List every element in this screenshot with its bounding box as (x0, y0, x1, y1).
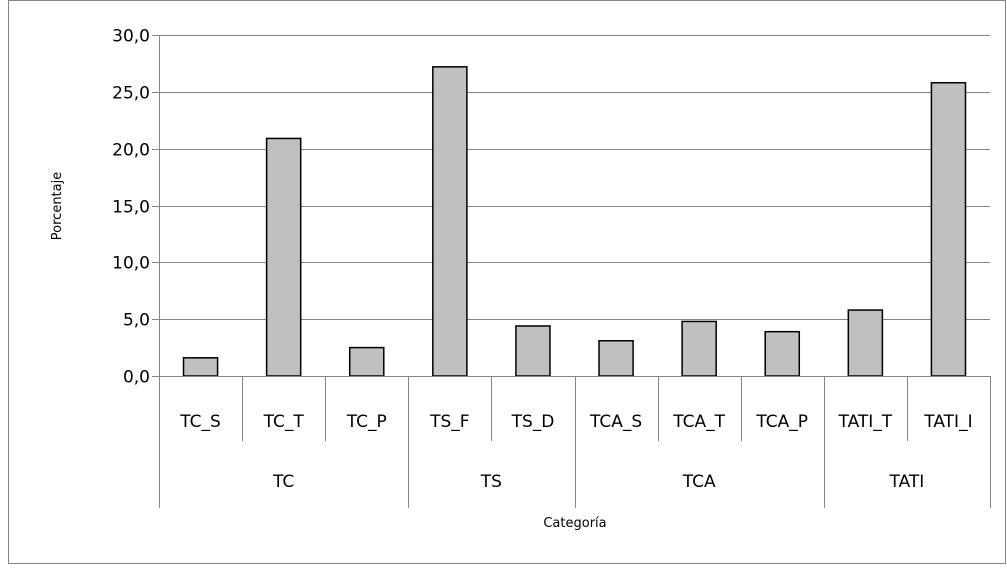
axes (152, 35, 991, 508)
x-category-label: TCA_S (589, 412, 642, 432)
y-tick-label: 30,0 (112, 27, 150, 47)
chart-border (8, 0, 1006, 564)
x-group-label: TCA (682, 472, 716, 492)
x-group-label: TATI (889, 472, 925, 492)
bar-tca-p (764, 330, 801, 377)
y-tick-labels: 0,0 5,0 10,0 15,0 20,0 25,0 30,0 (112, 27, 150, 388)
x-axis-title: Categoría (543, 516, 606, 531)
x-category-label: TCA_P (755, 412, 808, 432)
y-tick-label: 25,0 (112, 84, 150, 104)
x-category-label: TS_D (511, 412, 555, 432)
x-group-labels: TC TS TCA TATI (272, 472, 924, 492)
bar-tati-i (930, 81, 967, 377)
bar-tca-s (598, 340, 634, 377)
y-tick-label: 10,0 (112, 254, 150, 274)
x-category-label: TATI_T (838, 412, 893, 432)
x-group-label: TC (272, 472, 294, 492)
x-category-label: TC_S (179, 412, 221, 432)
y-tick-label: 5,0 (123, 311, 150, 331)
bar-tc-p (348, 346, 385, 377)
bar-tc-t (265, 137, 302, 377)
bar-ts-d (515, 325, 551, 377)
y-tick-label: 0,0 (123, 368, 150, 388)
x-category-label: TC_P (346, 412, 387, 432)
bar-tc-s (182, 357, 219, 377)
y-tick-label: 15,0 (112, 198, 150, 218)
bar-tca-t (681, 320, 717, 377)
x-category-label: TS_F (429, 412, 469, 432)
x-category-label: TCA_T (672, 412, 725, 432)
x-category-label: TATI_I (923, 412, 972, 432)
x-category-label: TC_T (263, 412, 305, 432)
bar-ts-f (432, 66, 468, 377)
y-tick-label: 20,0 (112, 141, 150, 161)
bars (182, 66, 967, 377)
x-category-labels: TC_S TC_T TC_P TS_F TS_D TCA_S TCA_T TCA_P TATI_… (179, 412, 972, 432)
y-axis-title: Porcentaje (50, 172, 65, 240)
bar-tati-t (847, 309, 884, 377)
x-group-label: TS (480, 472, 502, 492)
